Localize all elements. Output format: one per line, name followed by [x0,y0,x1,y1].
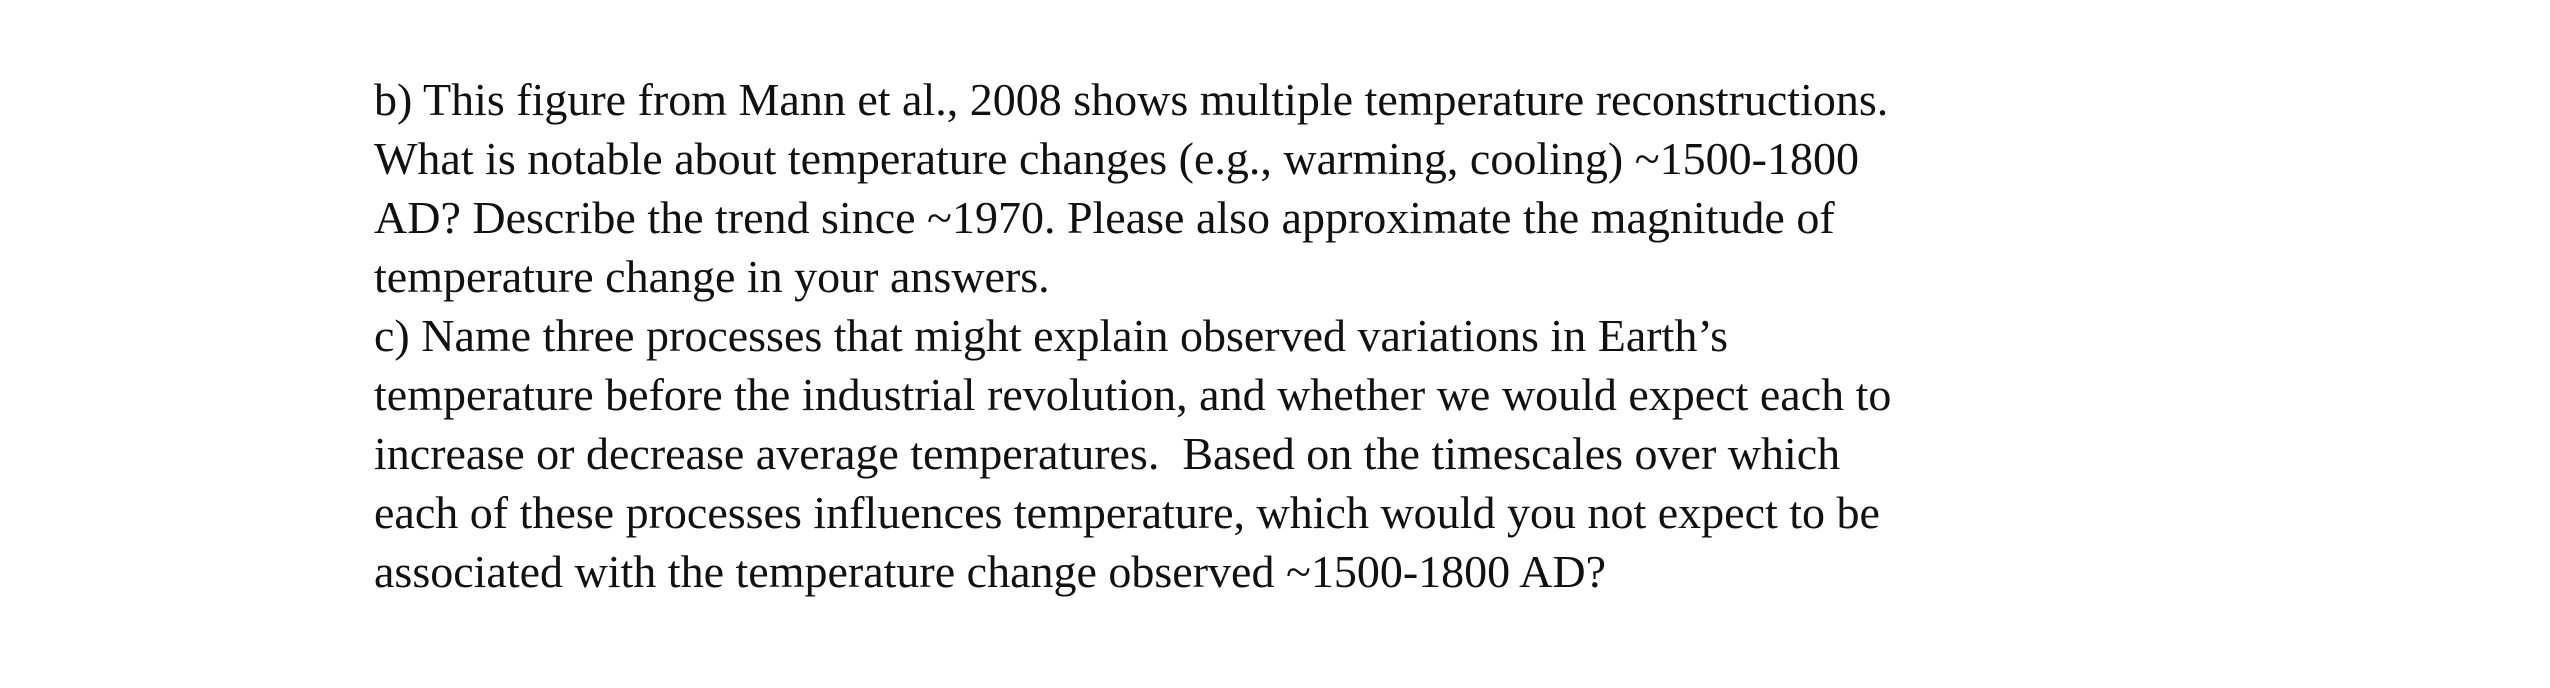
text-line: b) This figure from Mann et al., 2008 sh… [374,74,1889,125]
question-text: b) This figure from Mann et al., 2008 sh… [374,70,1891,601]
text-line: each of these processes influences tempe… [374,487,1880,538]
text-line: temperature before the industrial revolu… [374,369,1892,420]
text-line: increase or decrease average temperature… [374,428,1841,479]
text-line: associated with the temperature change o… [374,546,1606,597]
text-line: AD? Describe the trend since ~1970. Plea… [374,192,1835,243]
text-line: What is notable about temperature change… [374,133,1859,184]
question: b) This figure from Mann et al., 2008 sh… [374,70,1891,306]
text-line: c) Name three processes that might expla… [374,310,1729,361]
question: c) Name three processes that might expla… [374,306,1891,601]
text-line: temperature change in your answers. [374,251,1050,302]
